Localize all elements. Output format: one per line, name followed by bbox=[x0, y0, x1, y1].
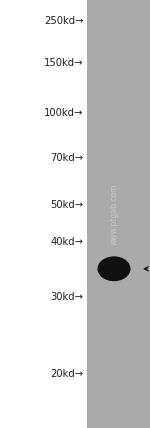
Text: 40kd→: 40kd→ bbox=[50, 237, 83, 247]
Text: 50kd→: 50kd→ bbox=[50, 199, 83, 210]
Text: 30kd→: 30kd→ bbox=[50, 291, 83, 302]
Ellipse shape bbox=[98, 256, 130, 281]
Text: 70kd→: 70kd→ bbox=[50, 152, 83, 163]
Bar bbox=[87, 0, 150, 428]
Text: www.ptgab.com: www.ptgab.com bbox=[110, 183, 118, 245]
Text: 250kd→: 250kd→ bbox=[44, 15, 83, 26]
Text: 150kd→: 150kd→ bbox=[44, 58, 83, 68]
Text: 20kd→: 20kd→ bbox=[50, 369, 83, 379]
Text: 100kd→: 100kd→ bbox=[44, 107, 83, 118]
